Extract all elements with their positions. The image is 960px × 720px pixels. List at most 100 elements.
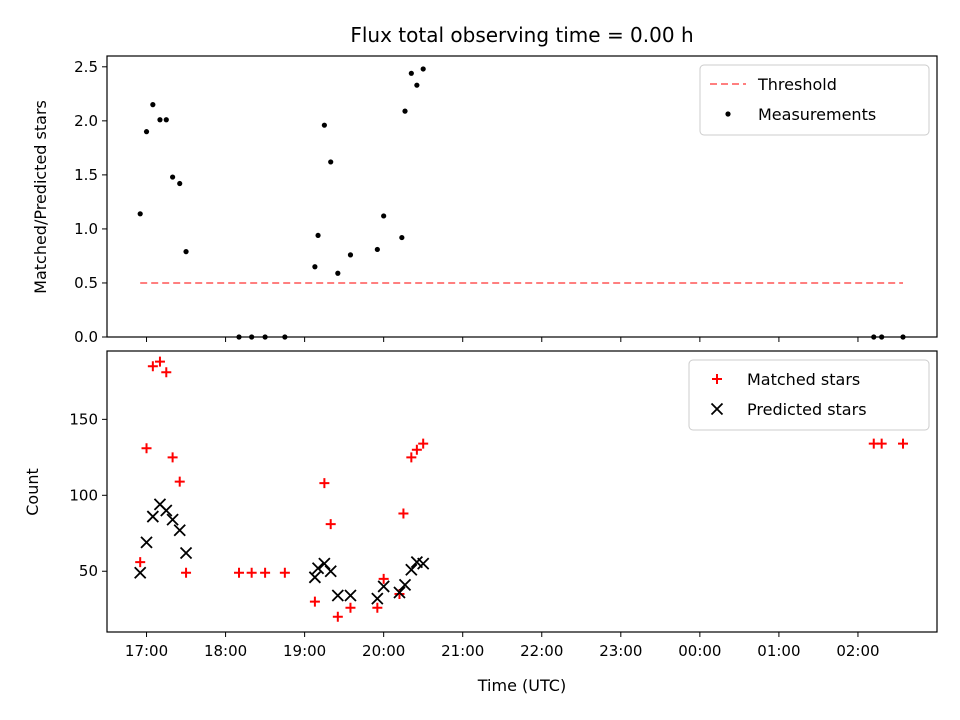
bottom-panel-frame bbox=[106, 350, 938, 633]
matched-star-point bbox=[398, 508, 409, 519]
legend-dot-swatch bbox=[725, 111, 731, 117]
bottom-legend-box bbox=[688, 359, 930, 431]
top-legend-box bbox=[699, 64, 930, 136]
predicted-star-point bbox=[160, 504, 173, 517]
measurement-point bbox=[183, 249, 189, 255]
top-y-tick-label: 2.5 bbox=[74, 58, 98, 76]
top-legend: Threshold Measurements bbox=[699, 64, 930, 136]
measurement-point bbox=[399, 234, 405, 241]
measurement-point bbox=[414, 82, 420, 88]
legend-entry-label: Threshold bbox=[757, 75, 837, 94]
bottom-y-ticks: 50 100 150 bbox=[69, 410, 107, 580]
x-tick-label: 17:00 bbox=[125, 642, 168, 660]
x-tick-label: 19:00 bbox=[283, 642, 326, 660]
predicted-star-point bbox=[398, 578, 412, 592]
predicted-star-point bbox=[311, 562, 325, 575]
matched-star-point bbox=[154, 356, 165, 367]
measurement-point bbox=[408, 70, 414, 76]
measurement-point bbox=[282, 334, 288, 340]
bottom-legend: Matched stars Predicted stars bbox=[688, 359, 930, 431]
x-tick-label: 21:00 bbox=[441, 642, 484, 660]
measurement-point bbox=[420, 66, 426, 72]
matched-star-point bbox=[418, 438, 429, 449]
x-tick-label: 23:00 bbox=[599, 642, 642, 660]
matched-star-point bbox=[345, 602, 356, 613]
top-y-tick-label: 1.0 bbox=[74, 220, 98, 238]
measurement-point bbox=[871, 334, 877, 340]
predicted-star-point bbox=[173, 524, 186, 537]
measurement-point bbox=[262, 334, 268, 340]
matched-star-point bbox=[378, 573, 389, 584]
matched-star-point bbox=[332, 611, 343, 622]
top-y-tick-label: 1.5 bbox=[74, 166, 98, 184]
top-series-marks bbox=[137, 66, 906, 340]
bottom-x-ticks: 17:00 18:00 19:00 20:00 21:00 22:00 23:00 00:00… bbox=[125, 632, 880, 660]
matched-star-point bbox=[167, 452, 178, 463]
legend-x-swatch bbox=[710, 402, 724, 416]
top-y-tick-label: 2.0 bbox=[74, 112, 98, 130]
matched-star-point bbox=[174, 476, 185, 487]
x-tick-label: 00:00 bbox=[678, 642, 721, 660]
measurement-point bbox=[163, 117, 169, 123]
measurement-point bbox=[374, 246, 380, 253]
measurement-point bbox=[150, 102, 156, 108]
x-tick-label: 02:00 bbox=[836, 642, 879, 660]
bottom-panel: 50 100 150 17:00 18:00 19:00 20:00 21:00 22:00 2… bbox=[23, 350, 938, 660]
legend-entry-label: Matched stars bbox=[747, 370, 860, 389]
legend-plus-swatch bbox=[712, 374, 722, 384]
predicted-star-point bbox=[377, 580, 390, 593]
predicted-star-point bbox=[331, 589, 344, 602]
matched-star-point bbox=[898, 438, 909, 449]
measurement-point bbox=[321, 122, 327, 128]
matched-star-point bbox=[147, 361, 158, 372]
predicted-star-point bbox=[146, 510, 159, 523]
top-y-tick-label: 0.0 bbox=[74, 328, 98, 346]
matched-star-point bbox=[161, 367, 172, 378]
top-panel-frame bbox=[106, 55, 938, 338]
measurement-point bbox=[170, 174, 176, 180]
measurement-point bbox=[402, 108, 408, 114]
top-panel: 0.0 0.5 1.0 1.5 2.0 2.5 Matched/Predicted sta… bbox=[31, 55, 938, 346]
matched-star-point bbox=[411, 444, 422, 455]
predicted-star-point bbox=[166, 513, 179, 526]
predicted-star-point bbox=[393, 586, 406, 599]
measurement-point bbox=[315, 232, 321, 239]
chart-title: Flux total observing time = 0.00 h bbox=[350, 23, 693, 47]
predicted-star-point bbox=[405, 563, 418, 576]
matched-star-point bbox=[260, 567, 271, 578]
bottom-y-tick-label: 150 bbox=[69, 410, 98, 428]
matched-star-point bbox=[319, 478, 330, 489]
matched-star-point bbox=[246, 567, 257, 578]
matched-star-point bbox=[876, 438, 887, 449]
measurement-point bbox=[381, 213, 387, 219]
x-tick-label: 18:00 bbox=[204, 642, 247, 660]
predicted-star-point bbox=[344, 589, 357, 602]
predicted-star-point bbox=[179, 546, 193, 560]
matched-star-point bbox=[141, 443, 152, 454]
predicted-star-point bbox=[417, 557, 430, 570]
matched-star-point bbox=[279, 567, 290, 578]
bottom-series-marks bbox=[134, 356, 909, 622]
measurement-point bbox=[249, 334, 255, 340]
matched-star-point bbox=[406, 452, 417, 463]
bottom-y-axis-label: Count bbox=[23, 468, 42, 516]
matched-star-point bbox=[394, 589, 405, 600]
measurement-point bbox=[137, 211, 143, 217]
x-tick-label: 22:00 bbox=[520, 642, 563, 660]
measurement-point bbox=[900, 334, 906, 340]
predicted-star-point bbox=[308, 571, 322, 584]
measurement-point bbox=[335, 270, 341, 276]
matched-star-point bbox=[135, 557, 146, 568]
predicted-star-point bbox=[134, 566, 147, 579]
x-tick-label: 01:00 bbox=[757, 642, 800, 660]
measurement-point bbox=[236, 334, 242, 340]
measurement-point bbox=[157, 117, 163, 123]
measurement-point bbox=[328, 159, 334, 165]
top-x-ticks bbox=[146, 337, 859, 342]
bottom-y-tick-label: 100 bbox=[69, 486, 98, 504]
measurement-point bbox=[347, 252, 354, 258]
legend-entry-label: Predicted stars bbox=[747, 400, 867, 419]
predicted-star-point bbox=[324, 565, 337, 578]
top-y-axis-label: Matched/Predicted stars bbox=[31, 100, 50, 294]
